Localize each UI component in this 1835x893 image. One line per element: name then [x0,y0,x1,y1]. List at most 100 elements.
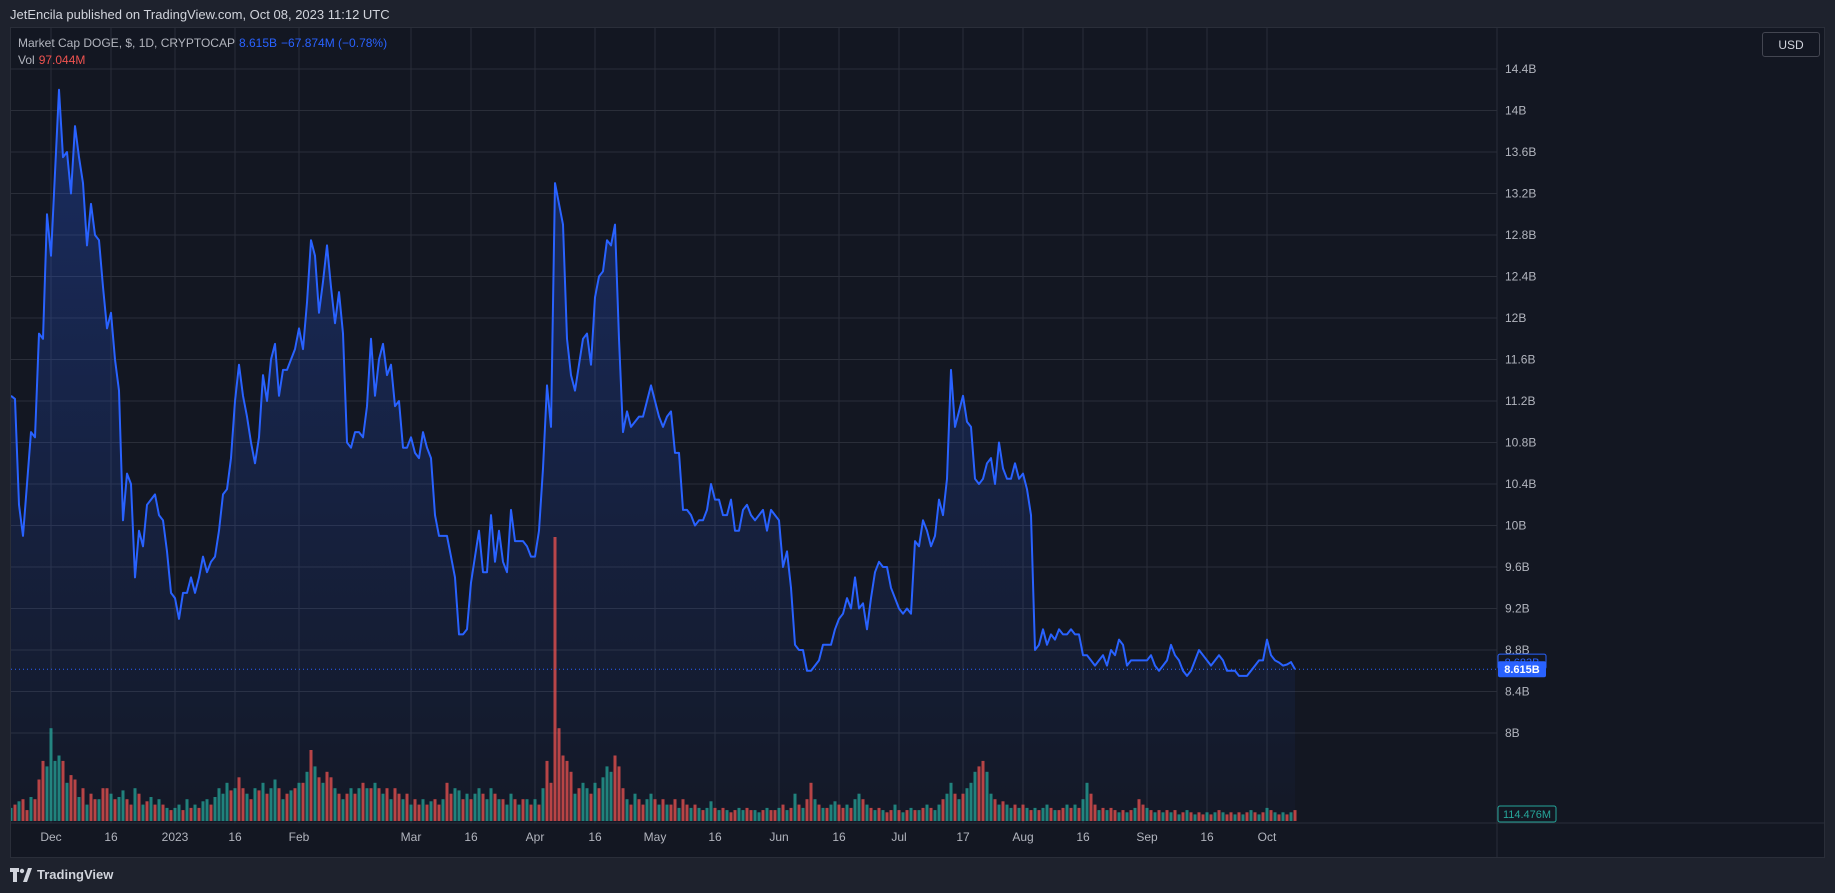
volume-bar [605,766,609,821]
volume-bar [229,790,233,821]
y-tick-label: 10.8B [1505,436,1536,450]
volume-bar [761,810,765,821]
volume-bar [1085,782,1089,821]
volume-bar [1069,807,1073,821]
volume-bar [1257,814,1261,821]
volume-bar [1261,812,1265,821]
volume-bar [1129,810,1133,821]
volume-legend-row[interactable]: Vol 97.044M [18,52,387,69]
volume-bar [1125,812,1129,821]
volume-bar [509,793,513,821]
volume-bar [613,755,617,821]
volume-bar [821,807,825,821]
volume-bar [121,790,125,821]
volume-bar [41,760,45,821]
volume-bar [405,793,409,821]
volume-bar [677,807,681,821]
volume-bar [293,788,297,821]
volume-bar [141,804,145,821]
chart-pane[interactable]: 8B 8.4B 8.8B 9.2B 9.6B 10B 10.4B 10.8B 11.2B 11.6… [10,27,1825,858]
volume-bar [653,799,657,821]
volume-bar [893,804,897,821]
chart-canvas[interactable]: 8B 8.4B 8.8B 9.2B 9.6B 10B 10.4B 10.8B 11.2B 11.6… [11,28,1824,857]
x-tick-label: Mar [401,830,422,844]
volume-bar [469,799,473,821]
volume-bar [1141,804,1145,821]
volume-bar [1205,812,1209,821]
volume-bar [1221,812,1225,821]
tradingview-brand[interactable]: TradingView [10,867,113,882]
volume-bar [61,760,65,821]
volume-bar [1249,810,1253,821]
volume-bar [845,804,849,821]
volume-bar [1273,812,1277,821]
x-tick-label: 16 [708,830,722,844]
symbol-legend-row[interactable]: Market Cap DOGE, $, 1D, CRYPTOCAP 8.615B −… [18,35,387,52]
volume-bar [861,799,865,821]
volume-bar [733,810,737,821]
volume-bar [949,782,953,821]
volume-bar [657,804,661,821]
volume-bar [129,804,133,821]
volume-bar [1209,814,1213,821]
chart-legend: Market Cap DOGE, $, 1D, CRYPTOCAP 8.615B −… [18,35,387,69]
volume-bar [1009,807,1013,821]
volume-bar [781,804,785,821]
volume-bar [545,760,549,821]
volume-bar [705,807,709,821]
market-cap-line[interactable] [11,88,1296,677]
volume-bar [409,804,413,821]
volume-bar [85,804,89,821]
volume-bar [649,793,653,821]
volume-label-box [1497,805,1557,823]
volume-bar [981,760,985,821]
volume-bar [77,797,81,821]
volume-bar [1173,810,1177,821]
volume-bar [353,793,357,821]
y-tick-label: 10B [1505,519,1526,533]
volume-bar [249,799,253,821]
volume-bar [1289,812,1293,821]
y-tick-label: 12B [1505,311,1526,325]
volume-bar [257,790,261,821]
y-tick-label: 9.2B [1505,602,1530,616]
volume-bar [685,804,689,821]
y-tick-label: 11.2B [1505,394,1535,408]
volume-bar [813,799,817,821]
volume-bar [13,804,17,821]
volume-bar [661,799,665,821]
volume-bar [1005,804,1009,821]
volume-bar [645,799,649,821]
volume-bar [69,775,73,821]
volume-bar [929,807,933,821]
volume-bar [369,788,373,821]
volume-title: Vol [18,53,35,67]
tradingview-brand-label: TradingView [37,867,114,882]
volume-bar [197,807,201,821]
volume-bar [189,807,193,821]
volume-bar [957,799,961,821]
volume-bar [301,782,305,821]
volume-bar [309,750,313,821]
volume-bar [1145,807,1149,821]
volume-bar [809,782,813,821]
volume-bar [789,807,793,821]
volume-bar [833,801,837,821]
volume-bar [105,788,109,821]
currency-button[interactable]: USD [1762,32,1820,57]
volume-bar [917,810,921,821]
volume-bar [557,728,561,821]
volume-bar [1013,804,1017,821]
x-tick-label: Apr [526,830,545,844]
publisher-bar: JetEncila published on TradingView.com, … [0,0,1835,27]
volume-bar [25,810,29,821]
volume-bar [165,807,169,821]
y-tick-label: 13.6B [1505,145,1536,159]
volume-bar [1101,807,1105,821]
volume-bar [769,810,773,821]
volume-bar [717,810,721,821]
volume-bar [37,779,41,821]
volume-bar [389,799,393,821]
volume-bar [145,801,149,821]
x-tick-label: Jun [769,830,788,844]
